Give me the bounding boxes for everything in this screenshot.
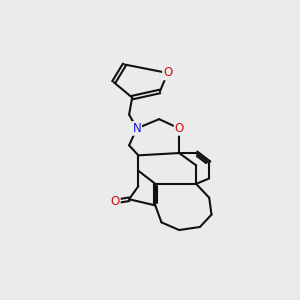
Text: O: O <box>163 67 172 80</box>
Text: O: O <box>111 195 120 208</box>
Text: O: O <box>175 122 184 135</box>
Text: N: N <box>132 122 141 135</box>
